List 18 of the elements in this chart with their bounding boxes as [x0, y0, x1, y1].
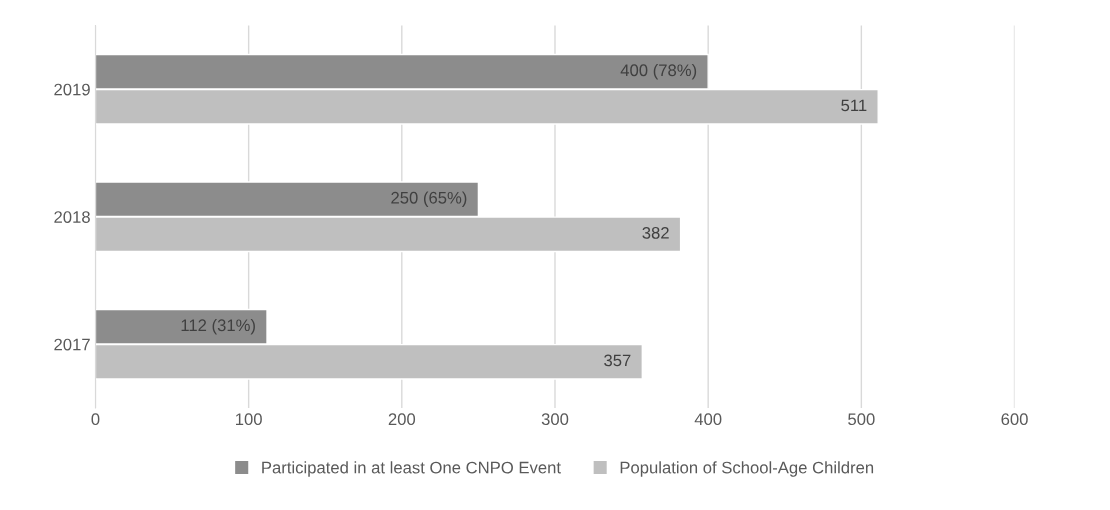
x-tick-label: 100 — [236, 413, 262, 426]
data-label: 400 (78%) — [620, 63, 697, 80]
y-tick-label: 2018 — [54, 211, 90, 223]
data-label: 511 — [841, 99, 867, 112]
x-tick-label: 400 — [694, 413, 722, 426]
x-tick-label: 300 — [541, 413, 569, 426]
data-label: 112 (31%) — [181, 318, 255, 335]
legend-label: Participated in at least One CNPO Event — [262, 461, 561, 477]
y-tick-label: 2019 — [54, 83, 90, 96]
legend-label: Population of School-Age Children — [620, 461, 874, 477]
x-tick-label: 500 — [848, 413, 875, 426]
x-tick-label: 0 — [91, 413, 100, 426]
data-label: 250 (65%) — [391, 191, 467, 207]
x-tick-label: 200 — [388, 413, 416, 426]
data-label: 357 — [604, 354, 631, 367]
data-label: 382 — [642, 226, 669, 239]
y-tick-label: 2017 — [54, 338, 90, 351]
x-tick-label: 600 — [1001, 413, 1028, 426]
